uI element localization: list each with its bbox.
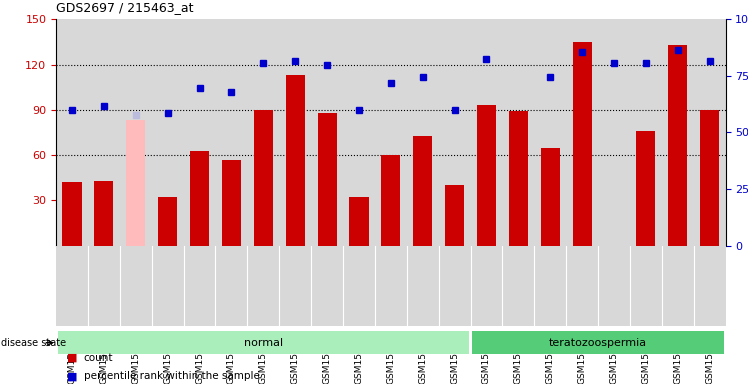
Bar xyxy=(381,155,400,246)
Bar xyxy=(63,182,82,246)
Bar xyxy=(183,19,215,246)
Text: normal: normal xyxy=(244,338,283,348)
Bar xyxy=(222,160,241,246)
Bar xyxy=(438,19,470,246)
Bar xyxy=(88,19,120,246)
Text: ■: ■ xyxy=(67,371,78,381)
Bar xyxy=(248,19,279,246)
Bar xyxy=(598,19,630,246)
Bar xyxy=(343,19,375,246)
Bar xyxy=(407,19,438,246)
Bar xyxy=(470,19,503,246)
Text: count: count xyxy=(84,353,113,363)
Bar xyxy=(152,19,183,246)
Bar xyxy=(700,110,719,246)
Bar xyxy=(158,197,177,246)
Bar xyxy=(637,131,655,246)
Bar xyxy=(317,113,337,246)
Text: percentile rank within the sample: percentile rank within the sample xyxy=(84,371,260,381)
Bar xyxy=(279,19,311,246)
Bar xyxy=(472,331,724,354)
Bar xyxy=(413,136,432,246)
Bar xyxy=(668,45,687,246)
Bar xyxy=(190,151,209,246)
Bar xyxy=(509,111,528,246)
Bar xyxy=(693,19,726,246)
Bar xyxy=(58,331,469,354)
Text: disease state: disease state xyxy=(1,338,66,348)
Bar xyxy=(445,185,465,246)
Bar xyxy=(375,19,407,246)
Bar xyxy=(534,19,566,246)
Bar xyxy=(349,197,369,246)
Bar xyxy=(56,19,88,246)
Bar xyxy=(630,19,662,246)
Bar xyxy=(94,181,114,246)
Bar xyxy=(662,19,693,246)
Bar xyxy=(311,19,343,246)
Text: ■: ■ xyxy=(67,353,78,363)
Bar xyxy=(541,147,560,246)
Bar xyxy=(254,110,273,246)
Bar xyxy=(572,42,592,246)
Bar xyxy=(286,75,304,246)
Bar xyxy=(503,19,534,246)
Text: teratozoospermia: teratozoospermia xyxy=(549,338,647,348)
Bar xyxy=(215,19,248,246)
Bar xyxy=(566,19,598,246)
Bar xyxy=(126,121,145,246)
Text: GDS2697 / 215463_at: GDS2697 / 215463_at xyxy=(56,2,194,14)
Bar xyxy=(477,105,496,246)
Bar xyxy=(120,19,152,246)
